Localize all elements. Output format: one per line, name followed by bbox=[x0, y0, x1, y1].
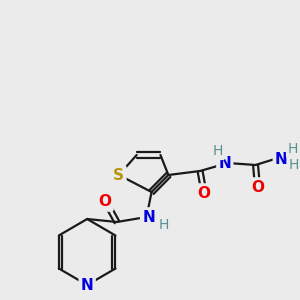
Text: O: O bbox=[251, 179, 264, 194]
Text: O: O bbox=[197, 185, 211, 200]
Text: N: N bbox=[81, 278, 94, 292]
Text: O: O bbox=[98, 194, 112, 209]
Text: H: H bbox=[288, 142, 298, 156]
Text: H: H bbox=[158, 218, 169, 232]
Text: H: H bbox=[213, 144, 223, 158]
Text: H: H bbox=[289, 158, 299, 172]
Text: N: N bbox=[142, 209, 155, 224]
Text: N: N bbox=[218, 157, 231, 172]
Text: S: S bbox=[113, 167, 124, 182]
Text: N: N bbox=[275, 152, 288, 166]
